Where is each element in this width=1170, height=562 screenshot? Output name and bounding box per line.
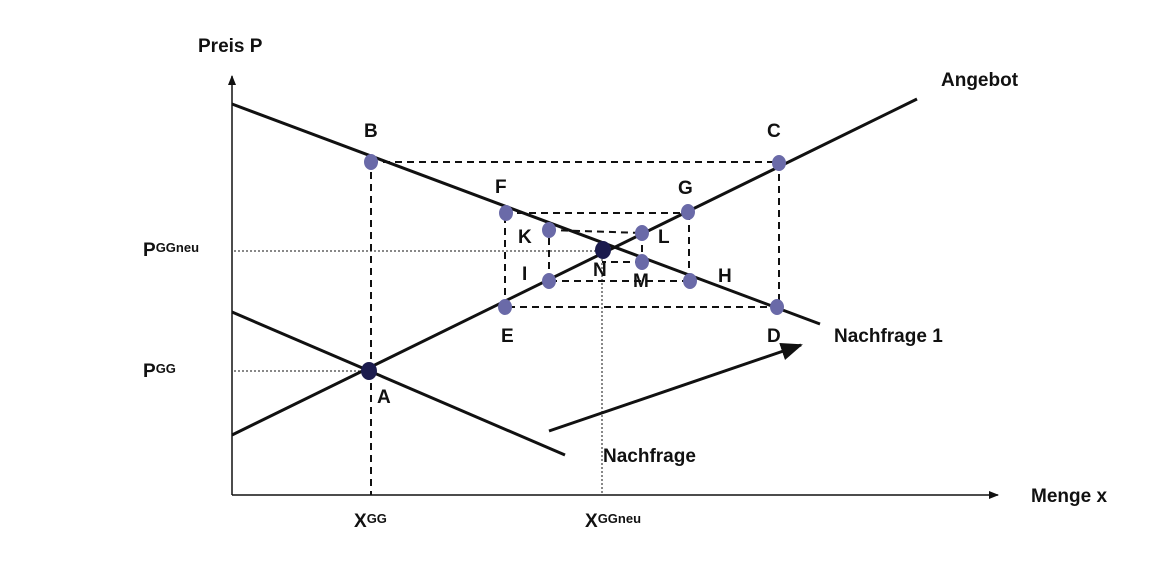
point-H (683, 273, 697, 289)
point-M (635, 254, 649, 270)
point-N (595, 241, 611, 259)
label-F: F (495, 177, 507, 198)
supply-curve (231, 97, 918, 437)
demand-curve (231, 310, 566, 457)
label-L: L (658, 227, 670, 248)
point-labels: B C D E F G H I K L M N A (364, 121, 781, 408)
point-E (498, 299, 512, 315)
point-B (364, 154, 378, 170)
points (361, 154, 786, 380)
label-C: C (767, 121, 781, 142)
x-axis-title: Menge x (1031, 486, 1107, 507)
label-H: H (718, 266, 732, 287)
label-A: A (377, 387, 391, 408)
point-F (499, 205, 513, 221)
y-axis-title: Preis P (198, 36, 263, 57)
label-E: E (501, 326, 514, 347)
tick-x-ggneu: XGGneu (585, 511, 641, 532)
label-N: N (593, 260, 607, 281)
point-A (361, 362, 377, 380)
label-K: K (518, 227, 532, 248)
point-G (681, 204, 695, 220)
demand-label: Nachfrage (603, 446, 696, 467)
point-K (542, 222, 556, 238)
tick-p-ggneu: PGGneu (143, 240, 199, 261)
label-M: M (633, 271, 649, 292)
label-G: G (678, 178, 693, 199)
demand-new-label: Nachfrage 1 (834, 326, 943, 347)
point-I (542, 273, 556, 289)
label-I: I (522, 264, 527, 285)
tick-x-gg: XGG (354, 511, 387, 532)
point-C (772, 155, 786, 171)
tick-p-gg: PGG (143, 361, 176, 382)
demand-new-curve (231, 102, 821, 326)
point-L (635, 225, 649, 241)
label-B: B (364, 121, 378, 142)
demand-shift-arrow (548, 342, 803, 433)
cobweb-path (370, 161, 780, 495)
label-D: D (767, 326, 781, 347)
point-D (770, 299, 784, 315)
supply-label: Angebot (941, 70, 1019, 91)
